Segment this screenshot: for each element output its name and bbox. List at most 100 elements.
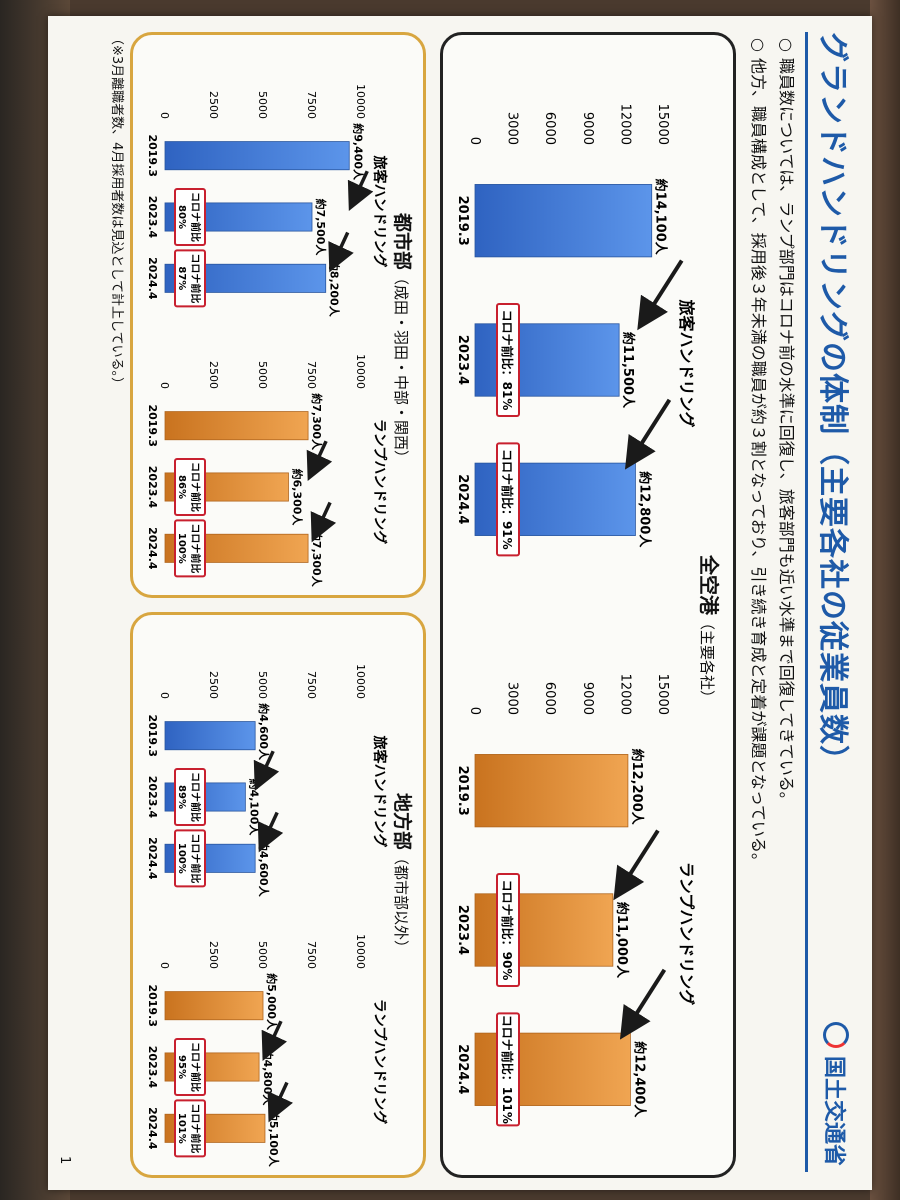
trend-arrow [613, 829, 660, 901]
ratio-badge-line: コロナ前比 [189, 772, 202, 822]
ratio-badge-box [496, 303, 520, 417]
x-tick-label: 2019.3 [455, 196, 470, 246]
bar-chart: 旅客ハンドリング 0 2500 5000 7500 10000 約4,600人 2019.3 約… [146, 664, 388, 898]
data-label: 約7,500人 [314, 199, 328, 257]
trend-arrow [328, 231, 354, 273]
x-tick-label: 2019.3 [146, 984, 159, 1026]
ratio-badge: コロナ前比101% [176, 1103, 202, 1153]
bar-chart: ランプハンドリング 0 2500 5000 7500 10000 約7,300人 2019.3… [146, 354, 388, 588]
data-label: 約5,000人 [265, 973, 279, 1031]
x-tick-label: 2024.4 [455, 1044, 470, 1094]
bar [164, 141, 350, 171]
bullet-text: 職員数については、ランプ部門はコロナ前の水準に回復し、旅客部門も近い水準まで回復… [777, 58, 796, 808]
ratio-badge: コロナ前比100% [176, 833, 202, 883]
x-tick-label: 2024.4 [146, 527, 159, 570]
y-tick-label: 7500 [305, 941, 318, 969]
x-tick-label: 2019.3 [455, 766, 470, 816]
trend-arrow [306, 440, 333, 482]
x-tick-label: 2023.4 [146, 776, 159, 819]
y-tick-label: 12000 [617, 104, 632, 145]
data-label: 約4,600人 [257, 840, 271, 898]
data-label: 約5,100人 [267, 1110, 281, 1168]
desk-right [870, 0, 900, 1200]
data-label: 約8,200人 [328, 260, 342, 318]
chart-title: ランプハンドリング [371, 999, 388, 1125]
data-label: 約7,300人 [310, 530, 324, 588]
chart-title: 旅客ハンドリング [371, 736, 388, 848]
ratio-badge: コロナ前比：90% [500, 880, 515, 981]
ratio-badge: コロナ前比95% [176, 1042, 202, 1092]
bullet-1: ○ 職員数については、ランプ部門はコロナ前の水準に回復し、旅客部門も近い水準まで回… [776, 38, 800, 808]
trend-arrow [619, 968, 667, 1040]
ratio-badge: コロナ前比：101% [500, 1015, 515, 1124]
trend-arrow [257, 811, 284, 853]
title-bar: グランドハンドリングの体制（主要各社の従業員数） 国土交通省 [805, 32, 860, 1172]
page-number: 1 [57, 1156, 72, 1165]
trend-arrow [624, 398, 672, 470]
chart-title: 旅客ハンドリング [677, 299, 696, 427]
bar [164, 721, 256, 751]
y-tick-label: 0 [158, 112, 171, 119]
ratio-badge-line: 101% [176, 1113, 187, 1144]
ratio-badge-line: 87% [176, 266, 187, 290]
y-tick-label: 0 [158, 692, 171, 699]
data-label: 約4,100人 [247, 779, 261, 837]
ratio-badge-box [496, 1012, 520, 1127]
ratio-badge-line: コロナ前比 [189, 462, 202, 512]
data-label: 約12,200人 [629, 749, 645, 826]
ratio-badge: コロナ前比：81% [500, 310, 515, 411]
logo-emblem-icon [823, 1021, 849, 1048]
y-tick-label: 7500 [305, 671, 318, 699]
bullet-2: ○ 他方、職員構成として、採用後３年未満の職員が約３割となっており、引き続き育成と… [748, 38, 772, 869]
x-tick-label: 2023.4 [455, 335, 470, 385]
x-tick-label: 2024.4 [146, 837, 159, 880]
data-label: 約11,000人 [614, 902, 630, 979]
y-tick-label: 3000 [505, 682, 520, 715]
x-tick-label: 2023.4 [146, 466, 159, 509]
bar [164, 411, 309, 441]
bar-chart: ランプハンドリング 0 3000 6000 9000 12000 15000 約12,200人… [455, 674, 696, 1127]
trend-arrow [253, 750, 280, 792]
ratio-badge-line: コロナ前比 [189, 523, 202, 573]
y-tick-label: 0 [467, 707, 482, 715]
y-tick-label: 0 [158, 962, 171, 969]
y-tick-label: 2500 [207, 361, 220, 389]
trend-arrow [261, 1020, 288, 1062]
bullet-text: 他方、職員構成として、採用後３年未満の職員が約３割となっており、引き続き育成と定… [749, 58, 768, 870]
y-tick-label: 7500 [305, 91, 318, 119]
bar [474, 184, 653, 258]
y-tick-label: 2500 [207, 671, 220, 699]
ratio-badge-box [174, 249, 206, 308]
ratio-badge: コロナ前比80% [176, 192, 202, 242]
trend-arrow [347, 170, 374, 212]
y-tick-label: 9000 [580, 112, 595, 145]
y-tick-label: 10000 [354, 84, 367, 119]
y-tick-label: 0 [467, 137, 482, 145]
data-label: 約7,300人 [310, 393, 324, 451]
y-tick-label: 6000 [542, 112, 557, 145]
panel-all-airports: 全空港（主要各社） 旅客ハンドリング 0 3000 6000 9000 12000 1500… [440, 32, 736, 1178]
y-tick-label: 7500 [305, 361, 318, 389]
ratio-badge-line: コロナ前比 [189, 253, 202, 303]
chart-all-airports: 旅客ハンドリング 0 3000 6000 9000 12000 15000 約14,100人 2… [455, 104, 696, 1127]
ratio-badge: コロナ前比：91% [500, 449, 515, 550]
data-label: 約11,500人 [620, 332, 636, 409]
trend-arrow [310, 501, 337, 543]
panel-metro: 都市部（成田・羽田・中部・関西） 旅客ハンドリング 0 2500 5000 7500 10… [130, 32, 426, 598]
trend-arrow [637, 259, 684, 331]
chart-title: ランプハンドリング [677, 862, 696, 1006]
ratio-badge-line: コロナ前比 [189, 1103, 202, 1153]
x-tick-label: 2019.3 [146, 714, 159, 756]
y-tick-label: 2500 [207, 91, 220, 119]
ratio-badge-line: 89% [176, 785, 187, 809]
x-tick-label: 2019.3 [146, 404, 159, 446]
data-label: 約4,800人 [261, 1049, 275, 1107]
bar-chart: ランプハンドリング 0 2500 5000 7500 10000 約5,000人 2019.3… [146, 934, 388, 1168]
ratio-badge-box [496, 442, 520, 557]
y-tick-label: 5000 [256, 671, 269, 699]
ratio-badge-line: 95% [176, 1055, 187, 1079]
y-tick-label: 5000 [256, 91, 269, 119]
x-tick-label: 2023.4 [455, 905, 470, 955]
ratio-badge: コロナ前比100% [176, 523, 202, 573]
bar [474, 893, 614, 967]
